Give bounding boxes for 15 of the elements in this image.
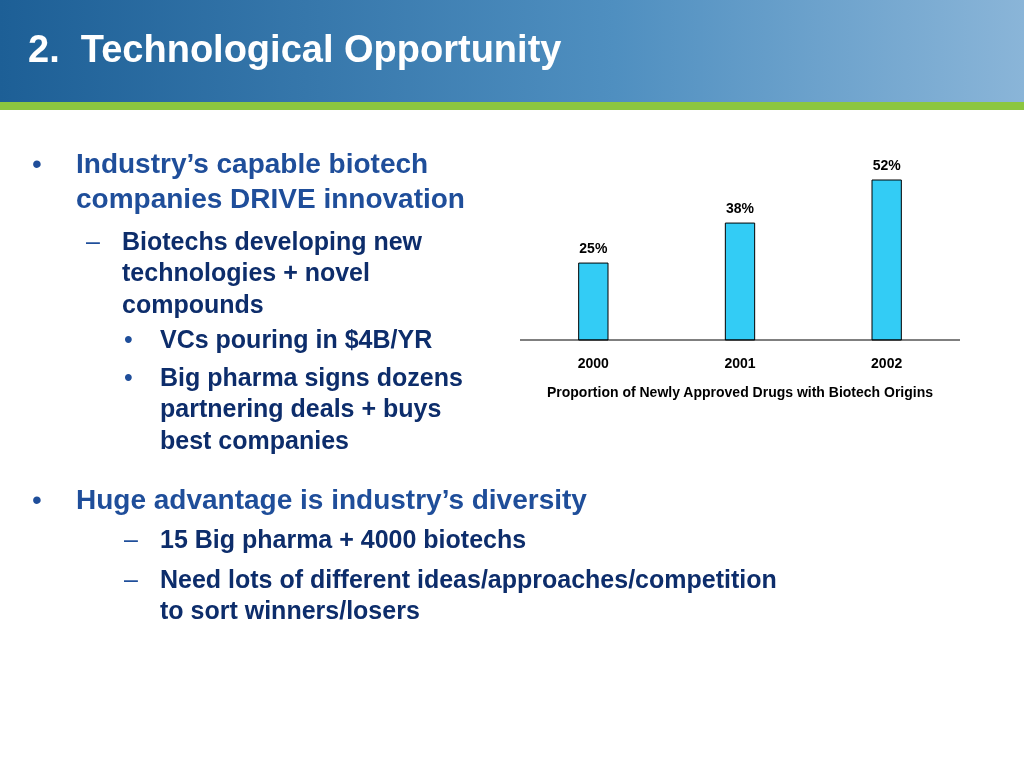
text: – Biotechs developing new technologies + novel compounds — [86, 226, 424, 320]
text: • Big pharma signs dozens partnering deals + buys best companies — [124, 362, 464, 456]
x-tick-label: 2001 — [724, 354, 756, 371]
data-label: 38% — [725, 200, 755, 217]
text: – Need lots of different ideas/approaches/competition to sort winners/losers — [124, 564, 778, 627]
x-tick-label: 2000 — [577, 354, 610, 371]
text: • Industry’s capable biotech companies DRIVE innovation — [32, 148, 465, 214]
text: • VCs pouring in $4B/YR — [124, 324, 434, 355]
text: – 15 Big pharma + 4000 biotechs — [124, 524, 528, 555]
x-axis-title: Proportion of Newly Approved Drugs with Biotech Origins — [545, 384, 935, 400]
chart-title: 2. Technological Opportunity — [28, 28, 562, 71]
x-tick-label: 2002 — [871, 354, 903, 371]
data-label: 52% — [872, 157, 902, 173]
text: • Huge advantage is industry’s diversity — [32, 484, 587, 515]
data-label: 25% — [579, 240, 608, 257]
